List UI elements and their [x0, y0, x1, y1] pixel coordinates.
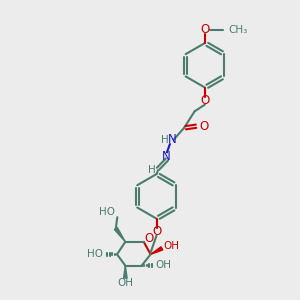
- Text: HO: HO: [100, 207, 116, 217]
- Text: OH: OH: [164, 241, 179, 251]
- Polygon shape: [151, 247, 163, 254]
- Polygon shape: [124, 266, 127, 278]
- Text: OH: OH: [155, 260, 171, 270]
- Polygon shape: [114, 227, 125, 242]
- Text: O: O: [199, 120, 208, 133]
- Text: N: N: [168, 134, 176, 146]
- Text: OH: OH: [117, 278, 133, 289]
- Text: O: O: [200, 23, 209, 36]
- Text: H: H: [161, 135, 169, 145]
- Text: O: O: [152, 225, 161, 238]
- Text: CH₃: CH₃: [229, 25, 248, 35]
- Text: H: H: [148, 165, 155, 175]
- Text: O: O: [144, 232, 153, 245]
- Text: N: N: [162, 150, 171, 163]
- Text: HO: HO: [87, 249, 103, 259]
- Text: O: O: [200, 94, 210, 107]
